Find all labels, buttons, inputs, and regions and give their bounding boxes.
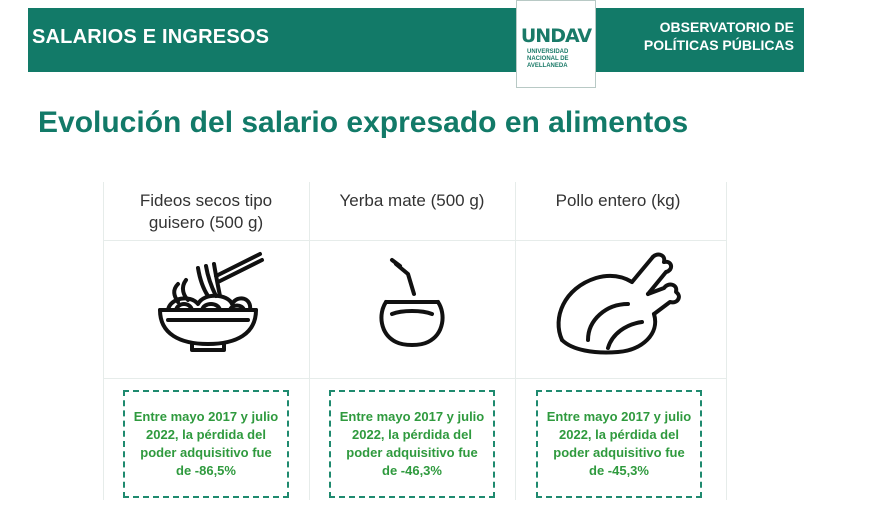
logo-line3: AVELLANEDA: [527, 63, 568, 69]
column-divider: [103, 182, 104, 500]
item-label-line: Fideos secos tipo: [139, 191, 273, 210]
item-label-pollo: Pollo entero (kg): [515, 190, 721, 212]
column-divider: [726, 182, 727, 500]
noodle-bowl-icon: [103, 244, 309, 364]
loss-note-pollo: Entre mayo 2017 y julio 2022, la pérdida…: [536, 390, 702, 498]
loss-note-fideos: Entre mayo 2017 y julio 2022, la pérdida…: [123, 390, 289, 498]
logo-line1: UNIVERSIDAD: [527, 49, 569, 55]
org-name-line2: POLÍTICAS PÚBLICAS: [643, 37, 794, 53]
header-band: [28, 8, 804, 72]
logo-subtitle: UNIVERSIDAD NACIONAL DE AVELLANEDA: [527, 49, 587, 70]
item-label-line: Pollo entero (kg): [555, 191, 681, 210]
page-title: Evolución del salario expresado en alime…: [38, 106, 689, 139]
org-name: OBSERVATORIO DE POLÍTICAS PÚBLICAS: [594, 18, 794, 54]
item-label-yerba: Yerba mate (500 g): [309, 190, 515, 212]
row-divider: [103, 378, 727, 379]
roast-chicken-icon: [515, 244, 721, 364]
row-divider: [103, 240, 727, 241]
university-logo: UNDAV UNIVERSIDAD NACIONAL DE AVELLANEDA: [516, 0, 596, 88]
logo-line2: NACIONAL DE: [527, 56, 569, 62]
column-divider: [515, 182, 516, 500]
loss-note-yerba: Entre mayo 2017 y julio 2022, la pérdida…: [329, 390, 495, 498]
column-divider: [309, 182, 310, 500]
mate-gourd-icon: [309, 244, 515, 364]
item-label-line: guisero (500 g): [148, 213, 264, 232]
org-name-line1: OBSERVATORIO DE: [659, 19, 794, 35]
section-title: SALARIOS E INGRESOS: [32, 26, 270, 48]
food-comparison-table: Fideos secos tipo guisero (500 g) Entre …: [103, 182, 727, 500]
item-label-fideos: Fideos secos tipo guisero (500 g): [103, 190, 309, 234]
logo-mark: UNDAV: [520, 25, 592, 47]
item-label-line: Yerba mate (500 g): [339, 191, 485, 210]
